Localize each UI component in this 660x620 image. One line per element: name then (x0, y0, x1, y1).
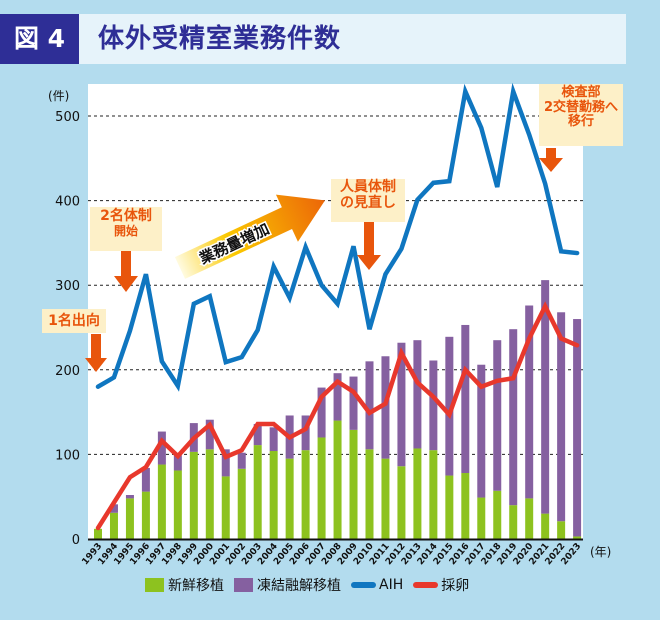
bar-frozen-transfer (253, 423, 262, 446)
bar-frozen-transfer (349, 376, 358, 430)
y-tick-label: 500 (55, 110, 80, 125)
bar-fresh-transfer (429, 450, 438, 539)
bar-frozen-transfer (429, 360, 438, 451)
bar-frozen-transfer (461, 324, 470, 474)
bar-fresh-transfer (269, 451, 278, 539)
bar-fresh-transfer (141, 491, 150, 539)
bar-frozen-transfer (445, 336, 454, 476)
y-tick-label: 200 (55, 364, 80, 379)
y-tick-label: 400 (55, 195, 80, 210)
bar-frozen-transfer (205, 419, 214, 450)
bar-fresh-transfer (189, 451, 198, 539)
legend-item-frozen: 凍結融解移植 (234, 575, 341, 595)
bar-fresh-transfer (381, 458, 390, 539)
annotation-1-staff-dispatch: 1名出向 (42, 309, 106, 333)
bar-frozen-transfer (573, 319, 582, 537)
y-tick-label: 0 (72, 533, 80, 548)
bar-frozen-transfer (141, 467, 150, 492)
legend-swatch (234, 578, 253, 592)
bar-frozen-transfer (269, 427, 278, 452)
bar-frozen-transfer (157, 431, 166, 465)
bar-frozen-transfer (381, 356, 390, 459)
bar-fresh-transfer (173, 470, 182, 539)
y-axis-unit: (件) (48, 89, 69, 103)
bar-frozen-transfer (333, 373, 342, 421)
bar-fresh-transfer (477, 497, 486, 539)
legend-item-egg-retrieval: 採卵 (413, 575, 469, 595)
bar-fresh-transfer (573, 536, 582, 539)
down-arrow-icon (85, 334, 107, 372)
legend-swatch (145, 578, 164, 592)
x-axis-unit: (年) (590, 545, 611, 559)
down-arrow-icon (357, 222, 381, 270)
bar-fresh-transfer (557, 521, 566, 539)
annotation-2-staff-start: 2名体制 開始 (90, 207, 162, 251)
legend: 新鮮移植 凍結融解移植 AIH 採卵 (145, 575, 479, 595)
y-tick-label: 300 (55, 279, 80, 294)
bar-frozen-transfer (237, 452, 246, 469)
legend-item-aih: AIH (351, 577, 403, 593)
bar-fresh-transfer (205, 449, 214, 539)
bar-fresh-transfer (397, 466, 406, 539)
bar-fresh-transfer (365, 449, 374, 539)
bar-frozen-transfer (541, 280, 550, 514)
bar-fresh-transfer (525, 498, 534, 539)
bar-fresh-transfer (509, 505, 518, 539)
legend-line (351, 582, 376, 588)
bar-frozen-transfer (413, 340, 422, 449)
bar-frozen-transfer (109, 504, 118, 513)
bar-fresh-transfer (125, 498, 134, 539)
annotation-staff-review: 人員体制 の見直し (331, 179, 405, 222)
bar-fresh-transfer (541, 513, 550, 539)
bar-fresh-transfer (253, 445, 262, 539)
bar-fresh-transfer (413, 448, 422, 539)
bar-fresh-transfer (333, 420, 342, 539)
figure-header: 図 4 体外受精室業務件数 (0, 14, 626, 64)
bar-frozen-transfer (525, 305, 534, 499)
bar-frozen-transfer (397, 342, 406, 467)
bar-frozen-transfer (317, 387, 326, 438)
bar-fresh-transfer (493, 490, 502, 539)
bar-frozen-transfer (477, 364, 486, 498)
bar-frozen-transfer (557, 312, 566, 522)
bar-fresh-transfer (349, 429, 358, 539)
bar-fresh-transfer (221, 476, 230, 539)
bar-fresh-transfer (109, 512, 118, 539)
down-arrow-icon (114, 251, 138, 292)
line-egg-retrieval (95, 301, 580, 531)
bar-fresh-transfer (94, 528, 102, 539)
bar-fresh-transfer (461, 473, 470, 539)
bar-fresh-transfer (237, 468, 246, 539)
bar-frozen-transfer (125, 495, 134, 499)
bar-frozen-transfer (365, 361, 374, 450)
bar-fresh-transfer (285, 458, 294, 539)
bar-fresh-transfer (445, 475, 454, 539)
bar-fresh-transfer (317, 437, 326, 539)
bar-frozen-transfer (509, 329, 518, 506)
bar-frozen-transfer (301, 415, 310, 451)
figure-number: 図 4 (0, 14, 79, 64)
line-aih (95, 82, 580, 392)
y-tick-label: 100 (55, 448, 80, 463)
legend-line (413, 582, 439, 588)
legend-item-fresh: 新鮮移植 (145, 575, 224, 595)
bar-frozen-transfer (221, 449, 230, 477)
bar-fresh-transfer (301, 450, 310, 539)
down-arrow-icon (539, 148, 563, 172)
annotation-shift-change: 検査部 2交替勤務へ 移行 (539, 84, 623, 146)
bar-frozen-transfer (493, 340, 502, 491)
bar-fresh-transfer (157, 464, 166, 539)
chart-title: 体外受精室業務件数 (98, 24, 342, 54)
bar-frozen-transfer (173, 455, 182, 471)
